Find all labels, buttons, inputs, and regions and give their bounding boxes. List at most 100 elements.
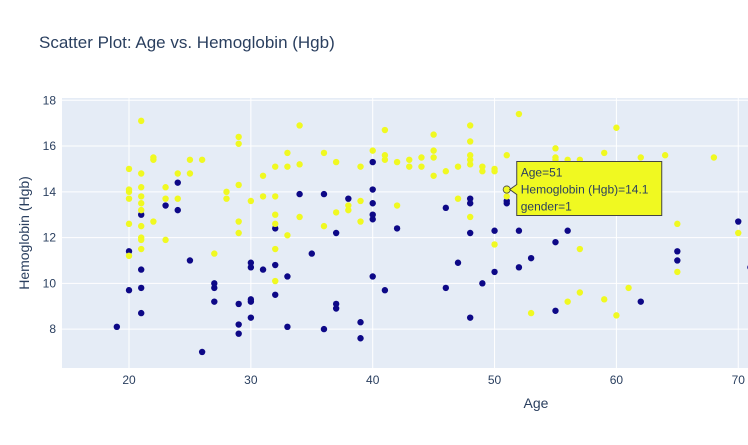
y-tick-label: 18 [43,93,57,107]
data-point-gender-0 [503,197,510,205]
data-point-gender-0 [637,298,644,305]
data-point-gender-1 [381,152,389,159]
data-point-gender-0 [235,321,242,328]
data-point-gender-0 [284,323,291,331]
data-point-gender-1 [613,124,620,131]
data-point-gender-1 [564,298,571,305]
data-point-gender-1 [125,195,133,202]
tooltip-line: Hemoglobin (Hgb)=14.1 [521,183,649,197]
y-tick-labels: 8 10 12 14 16 18 [43,93,57,336]
data-point-gender-1 [418,163,425,170]
data-point-gender-1 [186,156,194,163]
data-point-gender-0 [491,268,498,276]
data-point-gender-0 [247,264,255,271]
data-point-gender-0 [369,211,376,218]
data-point-gender-1 [381,126,389,134]
chart-title: Scatter Plot: Age vs. Hemoglobin (Hgb) [39,33,335,52]
data-point-gender-1 [174,170,181,177]
data-point-gender-1 [710,154,718,161]
data-point-gender-1 [345,202,352,209]
data-point-gender-0 [369,273,376,280]
data-point-gender-0 [381,287,389,294]
data-point-gender-0 [211,284,218,292]
data-point-gender-1 [125,165,133,173]
y-tick-label: 16 [43,139,57,153]
data-point-gender-0 [564,227,571,234]
x-tick-label: 70 [732,373,746,387]
data-point-gender-0 [272,261,279,269]
data-point-gender-1 [576,245,584,253]
data-point-gender-1 [393,158,401,166]
data-point-gender-0 [466,195,474,202]
data-point-gender-0 [674,248,681,255]
data-point-gender-1 [601,149,608,157]
data-point-gender-1 [320,222,328,230]
data-point-gender-1 [406,156,413,163]
data-point-gender-0 [247,314,255,321]
data-point-gender-1 [430,172,437,179]
x-tick-labels: 20 30 40 50 60 70 [122,373,745,387]
data-point-gender-0 [272,225,279,232]
data-point-gender-1 [138,193,145,200]
data-point-gender-1 [235,181,242,189]
data-point-gender-0 [552,307,559,314]
data-points [113,110,748,356]
data-point-gender-0 [491,227,498,234]
data-point-gender-1 [138,222,145,230]
data-point-gender-1 [552,145,559,152]
data-point-gender-1 [454,163,462,170]
data-point-gender-1 [174,195,181,202]
data-point-gender-1 [320,149,328,157]
data-point-gender-0 [332,300,340,308]
data-point-gender-0 [174,179,181,186]
data-point-gender-1 [332,209,340,216]
data-point-gender-0 [247,296,255,303]
data-point-gender-0 [466,200,474,207]
data-point-gender-1 [296,161,303,168]
data-point-gender-0 [357,319,364,326]
data-point-gender-0 [211,280,218,287]
data-point-gender-0 [332,229,340,237]
data-point-gender-0 [442,204,450,212]
tooltip-box [508,161,663,217]
data-point-gender-1 [272,193,279,200]
data-point-gender-1 [272,163,279,170]
data-point-gender-0 [235,300,242,308]
data-point-gender-1 [296,122,303,129]
data-point-gender-0 [125,287,133,294]
data-point-gender-1 [466,122,474,129]
data-point-gender-1 [345,206,352,214]
y-tick-label: 12 [43,231,57,245]
data-point-gender-0 [138,284,145,292]
data-point-gender-0 [259,266,267,273]
data-point-gender-1 [479,168,486,175]
data-point-gender-1 [430,154,437,161]
data-point-gender-1 [284,232,291,239]
data-point-gender-1 [430,131,437,138]
data-point-gender-1 [576,289,584,296]
data-point-gender-1 [491,165,498,173]
data-point-gender-0 [138,309,145,317]
data-point-gender-1 [235,229,242,237]
data-point-gender-1 [235,133,242,141]
data-point-gender-0 [369,216,376,223]
data-point-gender-0 [552,238,559,246]
data-point-gender-1 [637,154,644,161]
data-point-gender-0 [113,323,121,331]
data-point-gender-1 [601,296,608,303]
data-point-gender-0 [515,227,523,234]
data-point-gender-0 [479,280,486,287]
data-point-gender-1 [223,188,230,196]
data-point-gender-0 [393,225,401,232]
data-point-gender-0 [235,330,242,337]
data-point-gender-1 [515,110,523,118]
data-point-gender-1 [357,163,364,170]
data-point-gender-1 [430,147,437,154]
data-point-gender-1 [223,195,230,202]
data-point-gender-1 [125,252,133,260]
data-point-gender-1 [284,163,291,170]
data-point-gender-1 [503,152,510,159]
data-point-gender-1 [479,163,486,170]
x-tick-label: 50 [488,373,502,387]
data-point-gender-0 [527,254,535,262]
